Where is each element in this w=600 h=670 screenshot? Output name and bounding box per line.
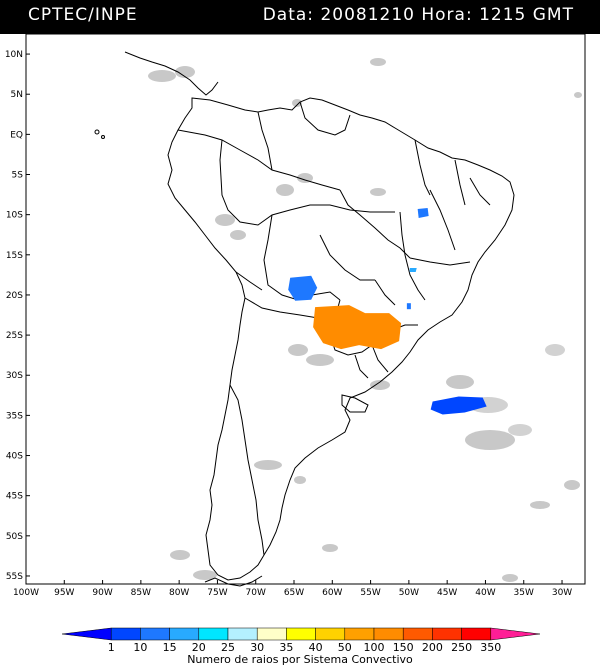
lon-tick-label: 60W (322, 588, 342, 598)
legend-swatch (344, 627, 375, 641)
legend-swatch (490, 627, 541, 641)
legend-swatch (169, 627, 200, 641)
legend-label: 100 (364, 641, 385, 654)
map-frame (25, 33, 586, 585)
lat-tick-label: 15S (6, 251, 23, 261)
lon-tick-label: 50W (399, 588, 419, 598)
legend-label: 200 (422, 641, 443, 654)
legend-label: 10 (133, 641, 147, 654)
legend-label: 40 (309, 641, 323, 654)
legend-colorbar: 1 10 15 20 25 30 35 40 50 100 150 200 250 350 (61, 627, 541, 654)
sc-bolivia (288, 275, 318, 301)
lon-tick-label: 70W (246, 588, 266, 598)
sc-paraguay (313, 305, 402, 350)
legend-label: 1 (108, 641, 115, 654)
lon-tick-label: 45W (437, 588, 457, 598)
lon-tick-label: 65W (284, 588, 304, 598)
axis-ticks: 10N 5N EQ 5S 10S 15S 20S 25S 30S 35S 40S 45S 50S 55S 1… (5, 50, 572, 598)
legend-title: Numero de raios por Sistema Convectivo (187, 653, 413, 666)
legend-label: 250 (451, 641, 472, 654)
legend-swatch (461, 627, 492, 641)
source-label: CPTEC/INPE (28, 5, 138, 25)
convective-systems (288, 208, 487, 415)
legend-label: 35 (279, 641, 293, 654)
legend-swatch (61, 627, 112, 641)
legend-label: 30 (250, 641, 264, 654)
lon-tick-label: 55W (360, 588, 380, 598)
sc-tocantins (417, 208, 429, 219)
lon-tick-label: 30W (552, 588, 572, 598)
lat-tick-label: 10N (5, 50, 23, 60)
lat-tick-label: 20S (6, 291, 23, 301)
sc-goias (409, 268, 417, 273)
lat-tick-label: 50S (6, 532, 23, 542)
lon-tick-label: 80W (169, 588, 189, 598)
legend-label: 350 (480, 641, 501, 654)
legend-swatch (286, 627, 316, 641)
coastline-layer (94, 51, 515, 587)
legend-label: 50 (338, 641, 352, 654)
legend-swatch (198, 627, 229, 641)
lat-tick-label: 45S (6, 492, 23, 502)
legend-label: 25 (221, 641, 235, 654)
lat-tick-label: 30S (6, 371, 23, 381)
border-layer (177, 101, 491, 556)
lon-tick-label: 100W (13, 588, 39, 598)
legend-swatch (110, 627, 141, 641)
lat-tick-label: 5N (11, 90, 23, 100)
legend-swatch (256, 627, 287, 641)
legend-swatch (140, 627, 170, 641)
date-time-label: Data: 20081210 Hora: 1215 GMT (262, 5, 574, 25)
sc-atlantic (430, 396, 487, 415)
lat-tick-label: 10S (6, 211, 23, 221)
legend-swatch (402, 627, 433, 641)
lon-tick-label: 90W (92, 588, 112, 598)
lat-tick-label: 25S (6, 331, 23, 341)
legend-label: 15 (163, 641, 177, 654)
lon-tick-label: 85W (131, 588, 151, 598)
legend-swatch (432, 627, 462, 641)
legend-label: 20 (192, 641, 206, 654)
lon-tick-label: 75W (207, 588, 227, 598)
legend-swatch (373, 627, 404, 641)
sc-sp (406, 303, 411, 310)
cloud-layer (148, 58, 582, 582)
lon-tick-label: 40W (475, 588, 495, 598)
lat-tick-label: 55S (6, 572, 23, 582)
lat-tick-label: 35S (6, 411, 23, 421)
lat-tick-label: 5S (12, 171, 24, 181)
lat-tick-label: EQ (10, 130, 23, 140)
lat-tick-label: 40S (6, 452, 23, 462)
title-bar: CPTEC/INPE Data: 20081210 Hora: 1215 GMT (0, 0, 600, 34)
legend-swatch (227, 627, 258, 641)
legend-label: 150 (393, 641, 414, 654)
lon-tick-label: 95W (54, 588, 74, 598)
lon-tick-label: 35W (514, 588, 534, 598)
legend-swatch (315, 627, 346, 641)
